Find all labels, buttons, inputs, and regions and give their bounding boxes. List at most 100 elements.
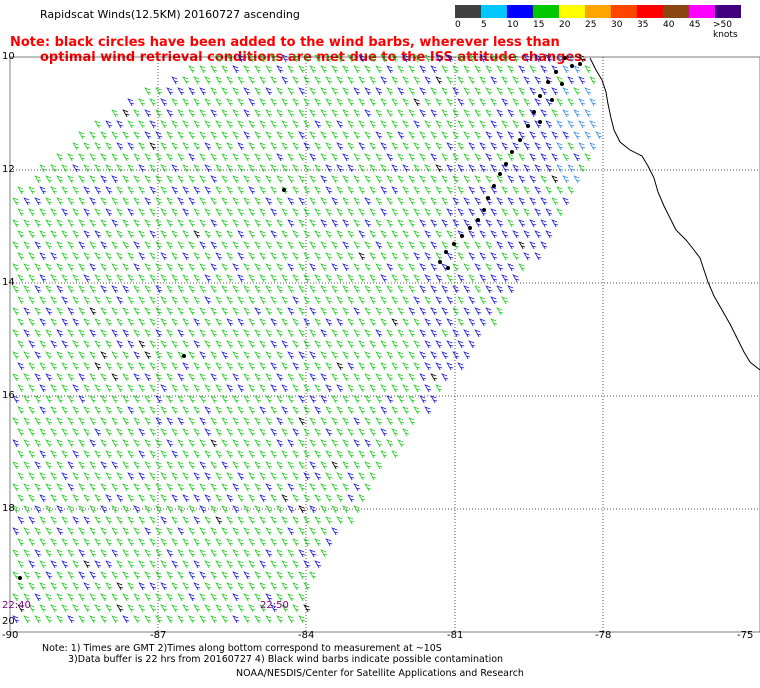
wind-barb: [133, 263, 141, 272]
wind-barb: [556, 208, 564, 217]
wind-barb: [28, 472, 36, 481]
wind-barb: [78, 373, 86, 382]
wind-barb: [116, 230, 124, 239]
legend-label: 45: [689, 20, 701, 30]
wind-barb: [177, 615, 185, 624]
wind-barb: [67, 483, 75, 492]
wind-barb: [182, 472, 190, 481]
wind-barb: [270, 98, 278, 107]
wind-barb: [457, 54, 465, 63]
wind-barb: [287, 439, 295, 448]
legend-label: 15: [533, 20, 545, 30]
wind-barb: [177, 175, 185, 184]
wind-barb: [287, 615, 295, 624]
wind-barb: [358, 384, 366, 393]
wind-barb: [386, 241, 394, 250]
wind-barb: [424, 208, 432, 217]
wind-barb: [177, 571, 185, 580]
wind-barb: [534, 186, 542, 195]
wind-barb: [144, 615, 152, 624]
wind-barb: [523, 142, 531, 151]
wind-barb: [452, 65, 460, 74]
wind-barb: [45, 175, 53, 184]
wind-barb: [336, 384, 344, 393]
wind-barb: [226, 472, 234, 481]
wind-barb: [331, 219, 339, 228]
wind-barb: [39, 450, 47, 459]
wind-barb: [353, 65, 361, 74]
wind-barb: [166, 153, 174, 162]
wind-barb: [67, 373, 75, 382]
wind-barb: [276, 307, 284, 316]
wind-barb: [166, 307, 174, 316]
wind-barb: [265, 417, 273, 426]
wind-barb: [281, 318, 289, 327]
wind-barb: [160, 538, 168, 547]
wind-barb: [375, 65, 383, 74]
wind-barb: [237, 186, 245, 195]
wind-barb: [39, 186, 47, 195]
wind-barb: [155, 109, 163, 118]
wind-barb: [424, 120, 432, 129]
wind-barb: [254, 571, 262, 580]
wind-barb: [413, 76, 421, 85]
wind-barb: [67, 615, 75, 624]
wind-barb: [364, 483, 372, 492]
wind-barb: [336, 142, 344, 151]
wind-barb: [243, 483, 251, 492]
wind-barb: [419, 307, 427, 316]
wind-barb: [413, 362, 421, 371]
wind-barb: [17, 186, 25, 195]
wind-barb: [441, 351, 449, 360]
wind-barb: [210, 373, 218, 382]
wind-barb: [72, 604, 80, 613]
wind-barb: [138, 406, 146, 415]
wind-barb: [50, 362, 58, 371]
wind-barb: [210, 219, 218, 228]
wind-barb: [50, 164, 58, 173]
longitude-label: -84: [298, 630, 315, 641]
wind-barb: [457, 76, 465, 85]
wind-barb: [188, 615, 196, 624]
wind-barb: [287, 241, 295, 250]
wind-barb: [386, 175, 394, 184]
wind-barb: [232, 505, 240, 514]
wind-barb: [171, 450, 179, 459]
wind-barb: [155, 307, 163, 316]
wind-barb: [23, 483, 31, 492]
wind-barb: [199, 307, 207, 316]
wind-barb: [540, 241, 548, 250]
wind-barb: [94, 164, 102, 173]
wind-barb: [578, 142, 586, 151]
wind-barb: [149, 142, 157, 151]
wind-barb: [23, 417, 31, 426]
wind-barb: [116, 450, 124, 459]
wind-barb: [386, 439, 394, 448]
wind-barb: [171, 142, 179, 151]
wind-barb: [100, 175, 108, 184]
wind-barb: [116, 406, 124, 415]
wind-barb: [309, 505, 317, 514]
wind-barb: [551, 219, 559, 228]
legend-label: 20: [559, 20, 571, 30]
wind-barb: [177, 263, 185, 272]
wind-barb: [105, 296, 113, 305]
wind-barb: [413, 120, 421, 129]
wind-barb: [380, 76, 388, 85]
wind-barb: [567, 76, 575, 85]
wind-barb: [320, 307, 328, 316]
wind-barb: [468, 274, 476, 283]
wind-barb: [457, 362, 465, 371]
wind-barb: [281, 472, 289, 481]
wind-barb: [17, 494, 25, 503]
wind-barb: [193, 76, 201, 85]
wind-barb: [254, 263, 262, 272]
wind-barb: [386, 329, 394, 338]
wind-barb: [149, 252, 157, 261]
wind-barb: [34, 571, 42, 580]
wind-barb: [254, 65, 262, 74]
wind-barb: [562, 197, 570, 206]
wind-barb: [430, 351, 438, 360]
wind-barb: [127, 164, 135, 173]
wind-barb: [243, 571, 251, 580]
